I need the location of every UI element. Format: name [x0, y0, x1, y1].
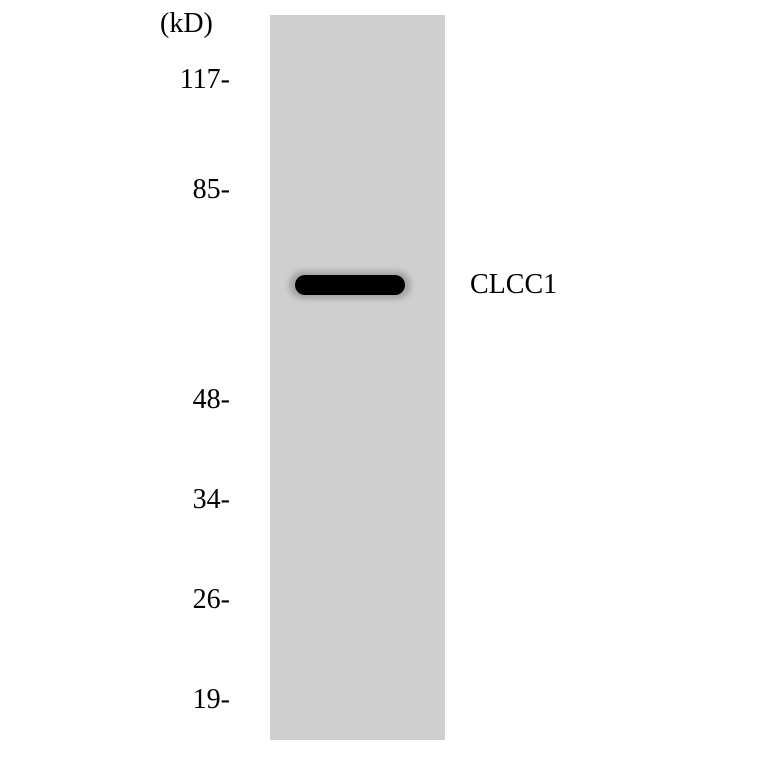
mw-marker-label: 19- [150, 684, 230, 716]
mw-marker-label: 85- [150, 174, 230, 206]
mw-marker-label: 117- [150, 64, 230, 96]
axis-title: (kD) [160, 8, 213, 40]
blot-lane [270, 15, 445, 740]
mw-marker-label: 34- [150, 484, 230, 516]
protein-band-label: CLCC1 [470, 269, 557, 301]
mw-marker-label: 26- [150, 584, 230, 616]
protein-band [295, 275, 405, 295]
mw-marker-label: 48- [150, 384, 230, 416]
western-blot-figure: (kD) CLCC1 117- 85- 48- 34- 26- 19- [0, 0, 764, 764]
